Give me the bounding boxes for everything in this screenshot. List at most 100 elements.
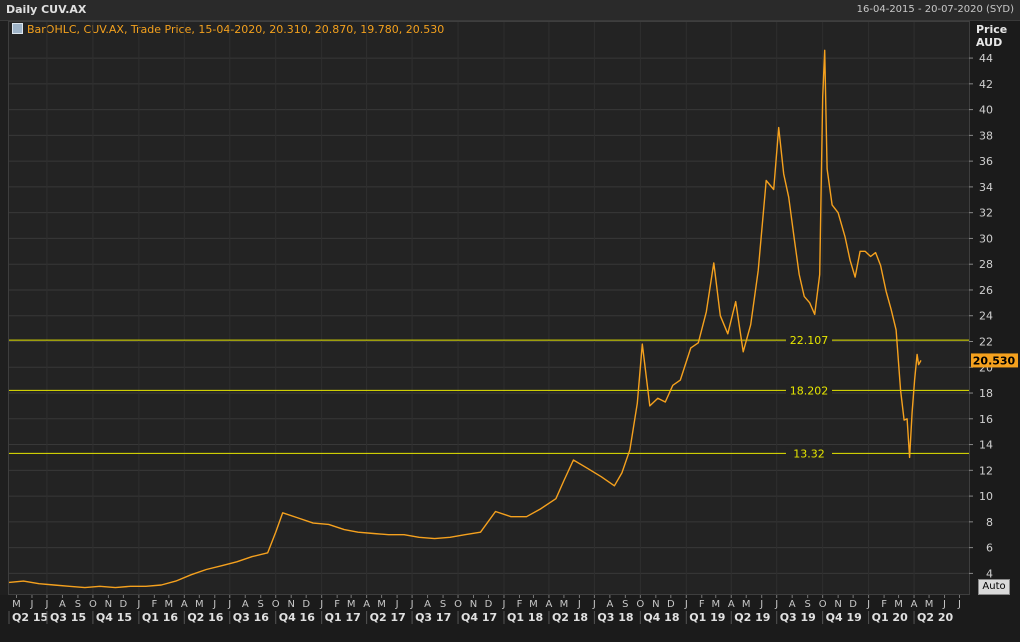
hline-label: 18.202 bbox=[790, 384, 829, 397]
x-quarter-label: Q4 18 bbox=[643, 611, 679, 624]
x-month-label: A bbox=[911, 599, 918, 610]
x-quarter-label: Q3 18 bbox=[597, 611, 633, 624]
x-month-label: J bbox=[29, 599, 33, 610]
x-month-label: J bbox=[319, 599, 323, 610]
hline-label: 13.32 bbox=[793, 447, 825, 460]
x-month-label: O bbox=[89, 599, 97, 610]
x-quarter-label: Q2 18 bbox=[552, 611, 588, 624]
x-month-label: N bbox=[834, 599, 841, 610]
x-quarter-label: Q2 15 bbox=[12, 611, 48, 624]
x-month-label: M bbox=[560, 599, 569, 610]
price-series-line bbox=[8, 49, 922, 589]
y-tick-label: 18 bbox=[979, 387, 993, 400]
x-month-label: M bbox=[711, 599, 720, 610]
x-quarter-label: Q2 16 bbox=[187, 611, 223, 624]
x-quarter-label: Q3 15 bbox=[50, 611, 86, 624]
x-month-label: M bbox=[195, 599, 204, 610]
last-price-badge bbox=[971, 353, 1018, 368]
series-legend[interactable]: BarOHLC, CUV.AX, Trade Price, 15-04-2020… bbox=[12, 23, 444, 36]
x-month-label: J bbox=[774, 599, 778, 610]
x-month-label: D bbox=[667, 599, 675, 610]
x-month-label: N bbox=[287, 599, 294, 610]
x-quarter-label: Q4 16 bbox=[279, 611, 315, 624]
x-month-label: J bbox=[759, 599, 763, 610]
x-month-label: N bbox=[105, 599, 112, 610]
x-month-label: M bbox=[529, 599, 538, 610]
x-month-label: J bbox=[577, 599, 581, 610]
legend-text: BarOHLC, CUV.AX, Trade Price, 15-04-2020… bbox=[27, 23, 445, 36]
x-month-label: D bbox=[485, 599, 493, 610]
x-month-label: S bbox=[804, 599, 810, 610]
last-price-label: 20.530 bbox=[973, 354, 1016, 367]
x-quarter-label: Q3 17 bbox=[415, 611, 451, 624]
y-tick-label: 34 bbox=[979, 181, 993, 194]
hline-label: 22.107 bbox=[790, 334, 829, 347]
x-month-label: J bbox=[866, 599, 870, 610]
x-month-label: D bbox=[120, 599, 128, 610]
x-quarter-label: Q1 17 bbox=[325, 611, 361, 624]
y-tick-label: 38 bbox=[979, 129, 993, 142]
x-month-label: M bbox=[925, 599, 934, 610]
x-month-label: M bbox=[347, 599, 356, 610]
y-tick-label: 36 bbox=[979, 155, 993, 168]
x-month-label: S bbox=[258, 599, 264, 610]
x-quarter-label: Q4 17 bbox=[461, 611, 497, 624]
x-month-label: O bbox=[819, 599, 827, 610]
plot-area[interactable] bbox=[8, 21, 970, 595]
x-quarter-label: Q3 16 bbox=[233, 611, 269, 624]
y-axis-panel[interactable] bbox=[970, 21, 1020, 595]
y-tick-label: 42 bbox=[979, 78, 993, 91]
y-tick-label: 10 bbox=[979, 490, 993, 503]
x-month-label: D bbox=[302, 599, 310, 610]
x-month-label: M bbox=[12, 599, 21, 610]
x-quarter-label: Q1 16 bbox=[142, 611, 178, 624]
y-tick-label: 24 bbox=[979, 310, 993, 323]
date-range: 16-04-2015 - 20-07-2020 (SYD) bbox=[856, 4, 1014, 15]
x-month-label: S bbox=[75, 599, 81, 610]
x-month-label: M bbox=[894, 599, 903, 610]
x-month-label: J bbox=[957, 599, 961, 610]
x-month-label: O bbox=[272, 599, 280, 610]
x-quarter-label: Q2 19 bbox=[734, 611, 770, 624]
x-quarter-label: Q1 18 bbox=[507, 611, 543, 624]
x-month-label: F bbox=[517, 599, 523, 610]
x-quarter-label: Q2 17 bbox=[370, 611, 406, 624]
hline-label-bg bbox=[786, 384, 832, 397]
y-tick-label: 12 bbox=[979, 464, 993, 477]
x-month-label: F bbox=[881, 599, 887, 610]
x-month-label: M bbox=[165, 599, 174, 610]
x-month-label: A bbox=[789, 599, 796, 610]
y-axis-label: Price bbox=[976, 23, 1007, 36]
x-month-label: M bbox=[377, 599, 386, 610]
x-axis-panel[interactable] bbox=[0, 595, 1020, 642]
title-bar: Daily CUV.AX 16-04-2015 - 20-07-2020 (SY… bbox=[0, 0, 1020, 21]
x-quarter-label: Q2 20 bbox=[917, 611, 953, 624]
x-month-label: J bbox=[136, 599, 140, 610]
x-month-label: J bbox=[395, 599, 399, 610]
y-tick-label: 40 bbox=[979, 104, 993, 117]
auto-scale-button[interactable]: Auto bbox=[978, 579, 1010, 595]
hline-label-bg bbox=[786, 334, 832, 347]
x-month-label: J bbox=[410, 599, 414, 610]
x-quarter-label: Q4 15 bbox=[96, 611, 132, 624]
y-tick-label: 16 bbox=[979, 413, 993, 426]
x-month-label: J bbox=[502, 599, 506, 610]
y-tick-label: 28 bbox=[979, 258, 993, 271]
x-month-label: J bbox=[227, 599, 231, 610]
x-month-label: A bbox=[728, 599, 735, 610]
x-month-label: N bbox=[652, 599, 659, 610]
x-month-label: J bbox=[592, 599, 596, 610]
x-month-label: A bbox=[546, 599, 553, 610]
x-month-label: S bbox=[440, 599, 446, 610]
x-month-label: A bbox=[181, 599, 188, 610]
y-tick-label: 22 bbox=[979, 335, 993, 348]
y-axis-unit: AUD bbox=[976, 36, 1002, 49]
y-tick-label: 30 bbox=[979, 232, 993, 245]
x-month-label: A bbox=[59, 599, 66, 610]
x-month-label: F bbox=[699, 599, 705, 610]
x-quarter-label: Q4 19 bbox=[826, 611, 862, 624]
x-quarter-label: Q3 19 bbox=[780, 611, 816, 624]
x-month-label: N bbox=[470, 599, 477, 610]
y-tick-label: 6 bbox=[986, 542, 993, 555]
